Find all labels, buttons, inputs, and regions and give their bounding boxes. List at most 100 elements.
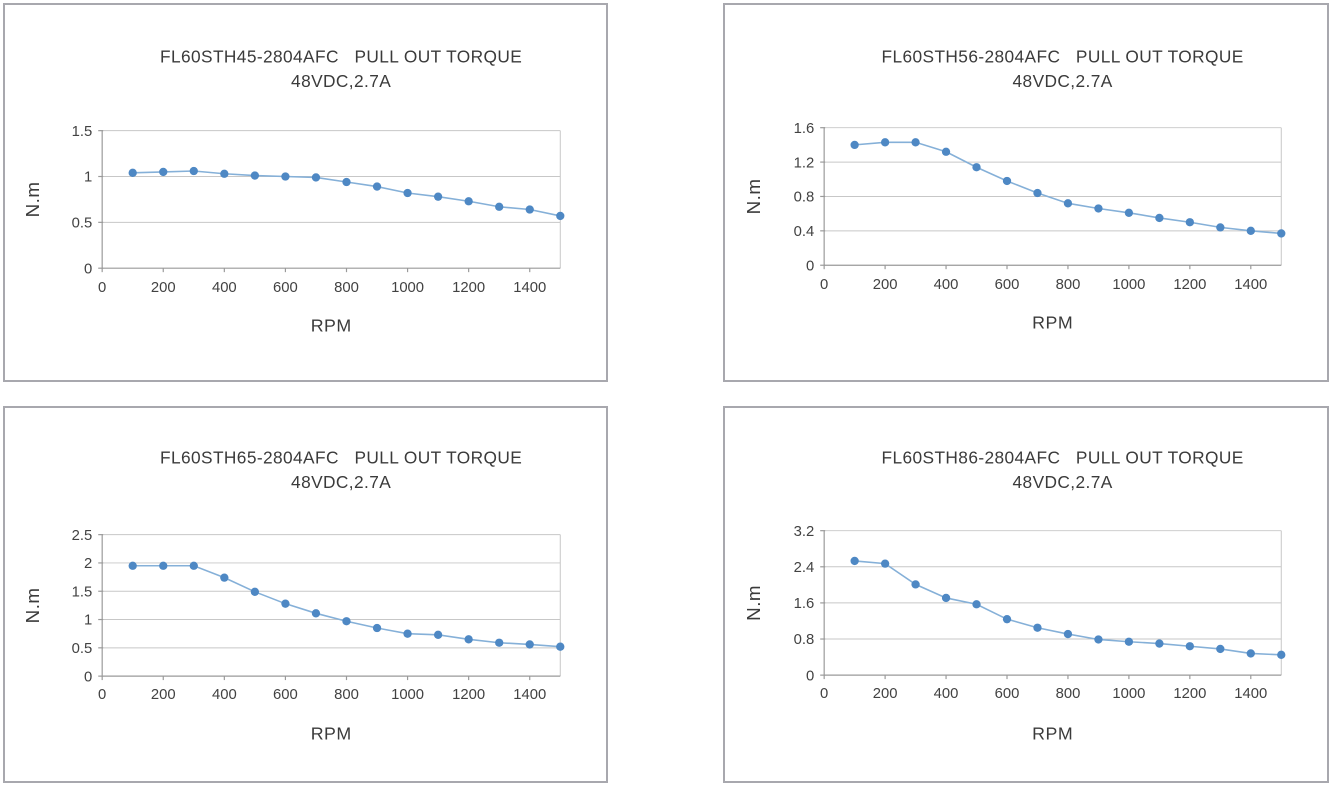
chart-title: FL60STH45-2804AFC PULL OUT TORQUE [160, 46, 522, 66]
data-point-marker [464, 635, 473, 644]
data-point-marker [403, 188, 412, 198]
torque-chart-svg: 0 0.8 1.6 2.4 3.2 0 200 400 600 800 1000 1200 1400 FL… [743, 447, 1286, 743]
data-point-marker [1277, 229, 1286, 238]
data-point-marker [495, 202, 504, 211]
data-point-marker [1185, 642, 1194, 651]
data-point-marker [941, 593, 951, 603]
x-tick-label: 1000 [391, 280, 424, 296]
y-tick-label: 0 [806, 258, 814, 274]
data-point-marker [972, 600, 981, 609]
x-axis-label: RPM [311, 723, 352, 743]
data-point-marker [525, 205, 534, 214]
x-tick-label: 200 [151, 687, 176, 703]
data-point-marker [525, 640, 534, 649]
data-point-marker [250, 587, 260, 596]
x-tick-label: 400 [212, 687, 237, 703]
data-point-marker [1246, 649, 1255, 658]
y-tick-label: 3.2 [794, 524, 815, 540]
x-axis-label: RPM [311, 316, 352, 336]
data-point-marker [850, 140, 859, 150]
data-point-marker [159, 561, 168, 570]
y-tick-label: 1.6 [794, 596, 815, 612]
y-tick-label: 1.2 [794, 155, 815, 171]
chart-subtitle: 48VDC,2.7A [291, 472, 391, 492]
data-point-marker [342, 617, 351, 626]
x-tick-label: 1000 [391, 687, 424, 703]
data-point-marker [1155, 639, 1164, 648]
x-tick-label: 600 [995, 686, 1020, 702]
x-tick-label: 1200 [1173, 277, 1206, 293]
data-point-marker [189, 561, 198, 570]
chart-title: FL60STH65-2804AFC PULL OUT TORQUE [160, 447, 522, 467]
data-point-marker [941, 147, 951, 156]
x-tick-label: 800 [334, 280, 359, 296]
data-point-marker [880, 559, 890, 568]
data-point-marker [1033, 623, 1042, 632]
y-tick-label: 1.6 [794, 121, 815, 137]
x-tick-label: 1000 [1112, 277, 1145, 293]
y-axis-label: N.m [743, 178, 764, 214]
data-point-marker [1124, 208, 1134, 217]
x-tick-label: 1400 [1234, 277, 1267, 293]
data-point-marker [972, 163, 981, 172]
data-point-marker [1185, 218, 1195, 227]
x-tick-label: 0 [98, 280, 106, 296]
y-tick-label: 0.8 [794, 632, 815, 648]
y-tick-label: 2.4 [794, 560, 815, 576]
x-tick-label: 200 [873, 277, 898, 293]
x-tick-label: 1400 [513, 280, 546, 296]
torque-chart-svg: 0 0.4 0.8 1.2 1.6 0 200 400 600 800 1000 1200 1400 FL… [743, 46, 1286, 333]
data-point-marker [220, 573, 229, 582]
x-axis-label: RPM [1032, 723, 1073, 743]
data-point-marker [1155, 213, 1164, 223]
data-point-marker [1216, 223, 1225, 232]
data-point-marker [1277, 650, 1286, 659]
data-point-marker [1002, 176, 1012, 186]
y-tick-label: 2 [84, 556, 92, 572]
x-tick-label: 400 [934, 686, 959, 702]
x-tick-label: 400 [212, 280, 237, 296]
x-tick-label: 0 [820, 686, 828, 702]
chart-fl60sth45-pull-out-torque: 0 0.5 1 1.5 0 200 400 600 800 1000 1200 1400 FL60STH… [3, 3, 608, 382]
data-point-marker [372, 623, 382, 633]
torque-curve [132, 564, 561, 648]
chart-subtitle: 48VDC,2.7A [1013, 71, 1113, 91]
data-point-marker [1002, 615, 1012, 624]
data-point-marker [433, 630, 443, 639]
data-point-marker [911, 138, 920, 147]
data-point-marker [433, 192, 443, 201]
x-axis-label: RPM [1032, 313, 1073, 333]
y-tick-label: 0.5 [72, 216, 93, 232]
chart-fl60sth65-pull-out-torque: 0 0.5 1 1.5 2 2.5 0 200 400 600 800 1000 1200 1400 FL6… [3, 406, 608, 783]
x-tick-label: 200 [873, 686, 898, 702]
x-tick-label: 1200 [452, 687, 485, 703]
x-tick-label: 600 [995, 277, 1020, 293]
x-tick-label: 800 [1056, 277, 1081, 293]
x-tick-label: 400 [934, 277, 959, 293]
x-tick-label: 800 [1056, 686, 1081, 702]
data-point-marker [159, 167, 168, 177]
data-point-marker [911, 580, 920, 589]
data-point-marker [250, 171, 260, 180]
y-axis-label: N.m [22, 587, 43, 623]
data-point-marker [1033, 188, 1042, 198]
data-point-marker [495, 638, 504, 647]
data-point-marker [1063, 629, 1073, 639]
chart-fl60sth56-pull-out-torque: 0 0.4 0.8 1.2 1.6 0 200 400 600 800 1000 1200 1400 FL… [723, 3, 1329, 382]
y-tick-label: 1.5 [72, 584, 93, 600]
y-tick-label: 0.4 [794, 224, 815, 240]
data-point-marker [464, 197, 473, 206]
chart-title: FL60STH86-2804AFC PULL OUT TORQUE [882, 447, 1244, 467]
data-point-marker [220, 169, 229, 178]
x-tick-label: 1200 [1173, 686, 1206, 702]
x-tick-label: 800 [334, 687, 359, 703]
y-tick-label: 0 [84, 669, 92, 685]
data-point-marker [311, 609, 321, 618]
x-tick-label: 1200 [452, 280, 485, 296]
x-tick-label: 0 [98, 687, 106, 703]
data-point-marker [342, 177, 351, 187]
x-tick-label: 600 [273, 687, 298, 703]
data-point-marker [850, 556, 859, 566]
x-tick-label: 0 [820, 277, 828, 293]
